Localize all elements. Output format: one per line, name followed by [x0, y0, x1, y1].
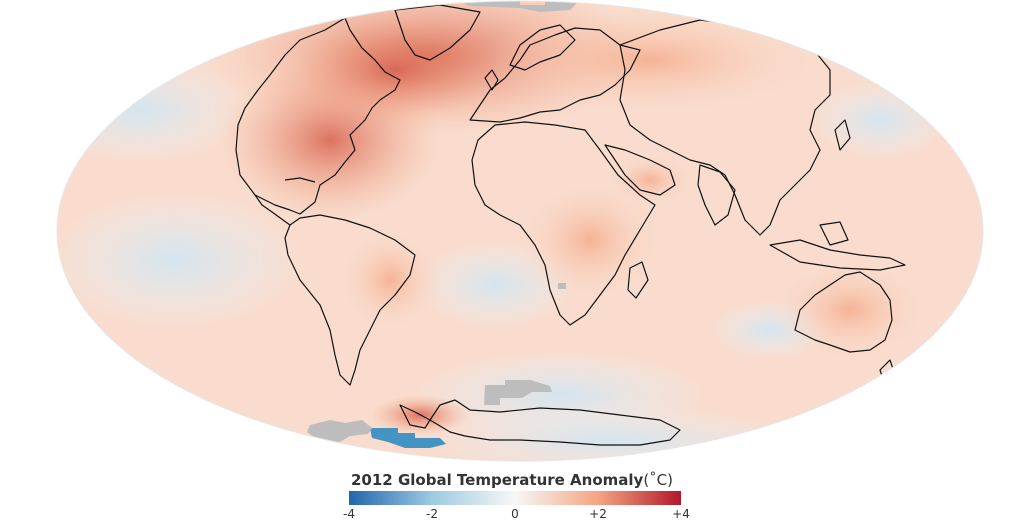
- coastline-madagascar: [627, 261, 649, 299]
- no-data-south-africa: [558, 283, 566, 289]
- warm-region-africa: [520, 180, 660, 300]
- coastline-greenland: [394, 4, 481, 61]
- coastline-british-isles: [484, 69, 499, 91]
- legend-title: 2012 Global Temperature Anomaly(˚C): [0, 471, 1024, 489]
- temperature-anomaly-map: [56, 0, 984, 462]
- coastlines: [235, 4, 906, 446]
- tick-label: 0: [511, 507, 519, 521]
- coastline-indonesia: [769, 239, 906, 271]
- color-scale-ticks: -4 -2 0 +2 +4: [343, 507, 690, 522]
- globe-outline: [56, 0, 984, 462]
- coastline-central-america: [254, 194, 291, 226]
- coastline-borneo: [819, 221, 849, 246]
- coastline-arabia: [604, 144, 676, 196]
- tick-label: -2: [426, 507, 438, 521]
- warm-region-australia: [775, 260, 925, 360]
- cold-anomaly-patch: [370, 428, 446, 448]
- no-data-weddell: [484, 380, 552, 405]
- coastline-antarctica: [429, 399, 681, 446]
- coastline-south-america: [284, 214, 416, 386]
- no-data-arctic: [455, 1, 580, 12]
- color-scale-bar: [349, 491, 681, 505]
- cool-region-north-pacific-west: [810, 80, 950, 160]
- warm-region-eurasia: [480, 5, 820, 115]
- coastline-india: [697, 164, 736, 226]
- tick-label: +4: [672, 507, 690, 521]
- no-data-ross: [307, 420, 372, 442]
- legend-unit: (˚C): [643, 471, 674, 489]
- tick-label: -4: [343, 507, 355, 521]
- warm-region-south-america: [340, 230, 440, 330]
- coastline-north-america: [235, 17, 401, 215]
- coastline-scandinavia: [509, 24, 576, 71]
- coastline-europe: [469, 27, 641, 123]
- color-scale-gradient: [349, 491, 681, 505]
- coastline-australia: [794, 271, 893, 353]
- coastline-japan: [834, 119, 851, 151]
- warm-region-greenland: [295, 20, 495, 120]
- cool-region-pacific-east: [57, 190, 305, 330]
- coastline-africa: [471, 121, 656, 326]
- legend-title-text: 2012 Global Temperature Anomaly: [350, 471, 644, 489]
- tick-label: +2: [589, 507, 607, 521]
- coastline-cuba: [284, 177, 316, 183]
- coastline-antarctic-peninsula: [399, 404, 431, 429]
